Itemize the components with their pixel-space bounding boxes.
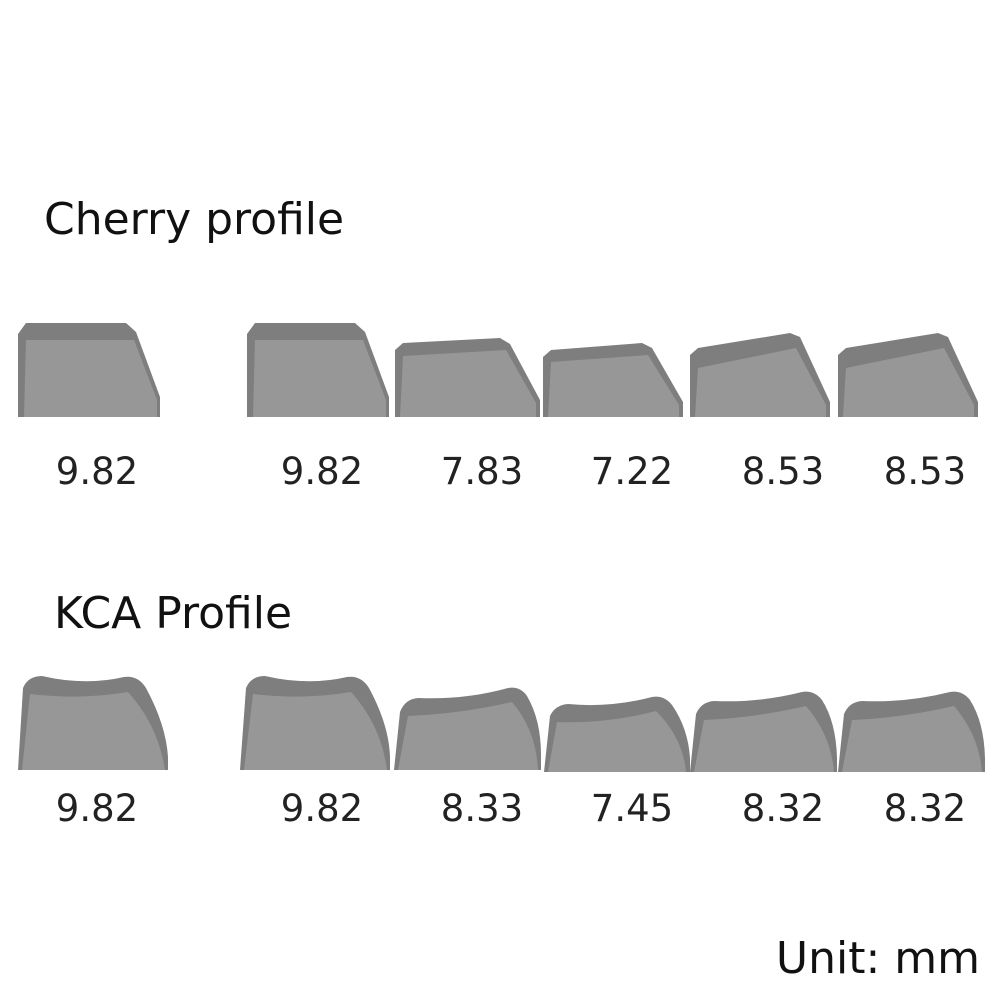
keycap: [18, 676, 168, 770]
keycap: [395, 338, 540, 417]
key-height-label: 8.53: [742, 450, 824, 493]
kca-title: KCA Profile: [54, 588, 292, 639]
keycap: [240, 676, 390, 770]
keycap: [838, 691, 985, 772]
key-height-label: 9.82: [281, 450, 363, 493]
key-height-label: 8.32: [884, 787, 966, 830]
key-height-label: 9.82: [56, 450, 138, 493]
keycap: [247, 323, 389, 417]
kca-keycaps: [18, 676, 985, 772]
keycap: [18, 323, 160, 417]
key-height-label: 9.82: [281, 787, 363, 830]
unit-label: Unit: mm: [776, 933, 980, 984]
cherry-keycaps: [18, 323, 978, 417]
keycap: [394, 687, 541, 770]
keycap: [690, 691, 837, 772]
keycap: [690, 333, 830, 417]
keycap: [543, 343, 683, 417]
key-height-label: 7.22: [591, 450, 673, 493]
key-height-label: 8.33: [441, 787, 523, 830]
cherry-title: Cherry profile: [44, 194, 344, 245]
keycap: [544, 696, 690, 772]
key-height-label: 7.83: [441, 450, 523, 493]
key-height-label: 9.82: [56, 787, 138, 830]
key-height-label: 8.53: [884, 450, 966, 493]
keycap: [838, 333, 978, 417]
key-height-label: 8.32: [742, 787, 824, 830]
key-height-label: 7.45: [591, 787, 673, 830]
